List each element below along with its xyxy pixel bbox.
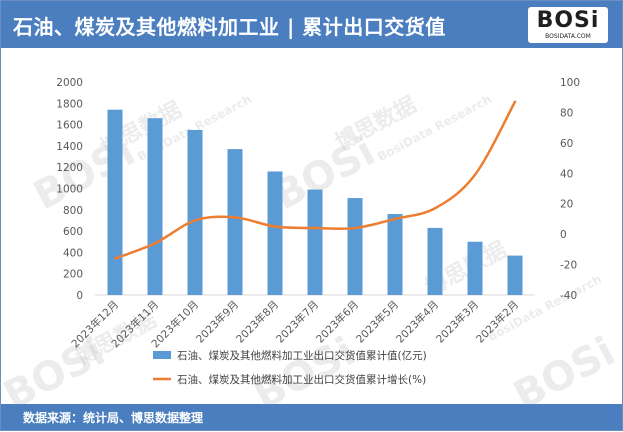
x-tick-label: 2023年2月 — [473, 298, 521, 346]
y-right-tick-label: 20 — [560, 199, 573, 211]
y-right-tick-label: 100 — [560, 77, 580, 89]
y-left-tick-label: 1400 — [56, 141, 83, 153]
bosi-logo: BOSi BOSIDATA.COM — [528, 7, 608, 43]
page-title: 石油、煤炭及其他燃料加工业 | 累计出口交货值 — [13, 15, 446, 39]
footer-bar: 数据来源：统计局、博思数据整理 — [1, 404, 622, 430]
bar — [187, 129, 203, 295]
logo-subtext: BOSIDATA.COM — [545, 33, 591, 40]
bar — [467, 241, 483, 295]
bar — [147, 118, 163, 296]
y-left-tick-label: 200 — [63, 269, 83, 281]
y-left-tick-label: 1600 — [56, 120, 83, 132]
data-source: 数据来源：统计局、博思数据整理 — [23, 411, 204, 425]
y-right-tick-label: -20 — [560, 260, 577, 272]
bar — [427, 227, 443, 295]
x-tick-label: 2023年7月 — [273, 298, 321, 346]
y-left-tick-label: 800 — [63, 205, 83, 217]
y-right-tick-label: 0 — [560, 229, 567, 241]
y-right-tick-label: 60 — [560, 138, 573, 150]
y-left-tick-label: 400 — [63, 247, 83, 259]
x-tick-label: 2023年8月 — [233, 298, 281, 346]
legend-swatch-bar — [153, 351, 171, 359]
y-left-tick-label: 1000 — [56, 184, 83, 196]
y-right-tick-label: 80 — [560, 107, 573, 119]
bar — [387, 214, 403, 295]
logo-text: BOSi — [536, 8, 600, 33]
legend-label-bar: 石油、煤炭及其他燃料加工业出口交货值累计值(亿元) — [177, 349, 427, 362]
bar — [307, 189, 323, 295]
header-bar: 石油、煤炭及其他燃料加工业 | 累计出口交货值 BOSi BOSIDATA.CO… — [1, 1, 622, 48]
x-tick-label: 2023年9月 — [193, 298, 241, 346]
bar — [107, 109, 123, 295]
bar — [507, 255, 523, 295]
y-left-tick-label: 1200 — [56, 162, 83, 174]
x-tick-label: 2023年5月 — [353, 298, 401, 346]
y-left-tick-label: 2000 — [56, 77, 83, 89]
bar — [227, 149, 243, 295]
y-left-tick-label: 600 — [63, 226, 83, 238]
legend-label-line: 石油、煤炭及其他燃料加工业出口交货值累计增长(%) — [177, 373, 426, 386]
bar — [267, 171, 283, 295]
series-line-growth — [113, 100, 517, 260]
y-right-tick-label: 40 — [560, 168, 573, 180]
y-right-tick-label: -40 — [560, 290, 577, 302]
x-tick-label: 2023年3月 — [433, 298, 481, 346]
y-left-tick-label: 1800 — [56, 98, 83, 110]
x-tick-label: 2023年4月 — [393, 298, 441, 346]
y-left-tick-label: 0 — [76, 290, 83, 302]
x-tick-label: 2023年6月 — [313, 298, 361, 346]
bar — [347, 198, 363, 295]
